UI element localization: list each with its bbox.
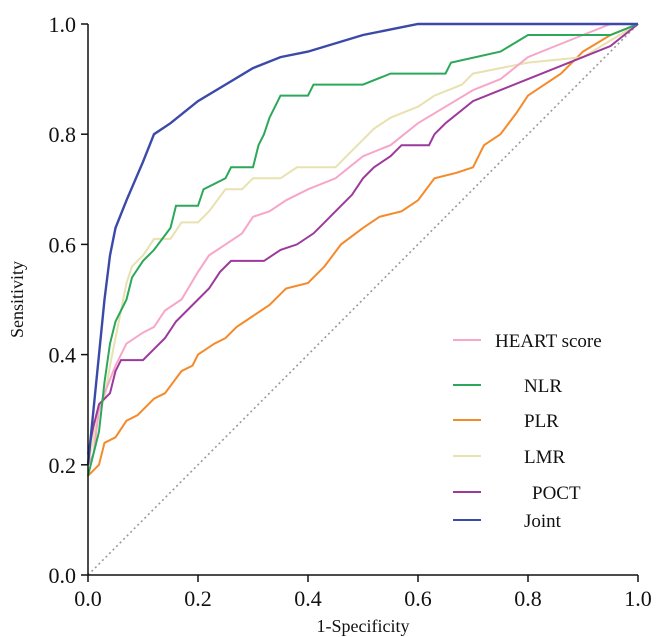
- legend: HEART score NLR PLR LMR POCT Joint: [453, 331, 602, 532]
- y-tick-label: 0.0: [49, 563, 77, 588]
- x-tick-label: 0.4: [294, 586, 322, 611]
- y-tick-label: 0.4: [49, 343, 77, 368]
- y-axis-title: Sensitivity: [7, 261, 27, 338]
- y-axis-ticks: 0.0 0.2 0.4 0.6 0.8 1.0: [49, 12, 88, 588]
- x-tick-label: 0.2: [184, 586, 212, 611]
- y-tick-label: 0.6: [49, 232, 77, 257]
- series-line-plr: [87, 23, 639, 477]
- axes: 0.0 0.2 0.4 0.6 0.8 1.0 0.0 0.2 0.4 0.6 0.8 1.0: [49, 12, 652, 611]
- x-tick-label: 0.8: [514, 586, 542, 611]
- legend-label-heart-score: HEART score: [495, 331, 602, 352]
- y-tick-label: 1.0: [49, 12, 77, 37]
- series-line-lmr: [87, 23, 639, 465]
- x-tick-label: 0.0: [74, 586, 102, 611]
- x-axis-title: 1-Specificity: [317, 616, 410, 636]
- legend-label-nlr: NLR: [524, 376, 562, 397]
- legend-label-lmr: LMR: [524, 447, 566, 468]
- series-layer: [86, 22, 639, 477]
- legend-label-poct: POCT: [532, 483, 581, 504]
- y-tick-label: 0.2: [49, 453, 77, 478]
- series-line-poct: [87, 23, 639, 454]
- legend-label-plr: PLR: [524, 411, 559, 432]
- x-tick-label: 0.6: [404, 586, 432, 611]
- plot-area: [86, 22, 639, 576]
- x-tick-label: 1.0: [624, 586, 652, 611]
- x-axis-ticks: 0.0 0.2 0.4 0.6 0.8 1.0: [74, 575, 652, 611]
- series-line-joint: [86, 22, 638, 465]
- legend-label-joint: Joint: [524, 511, 562, 532]
- series-line-heart-score: [87, 23, 638, 466]
- y-tick-label: 0.8: [49, 122, 77, 147]
- series-line-nlr: [87, 23, 639, 477]
